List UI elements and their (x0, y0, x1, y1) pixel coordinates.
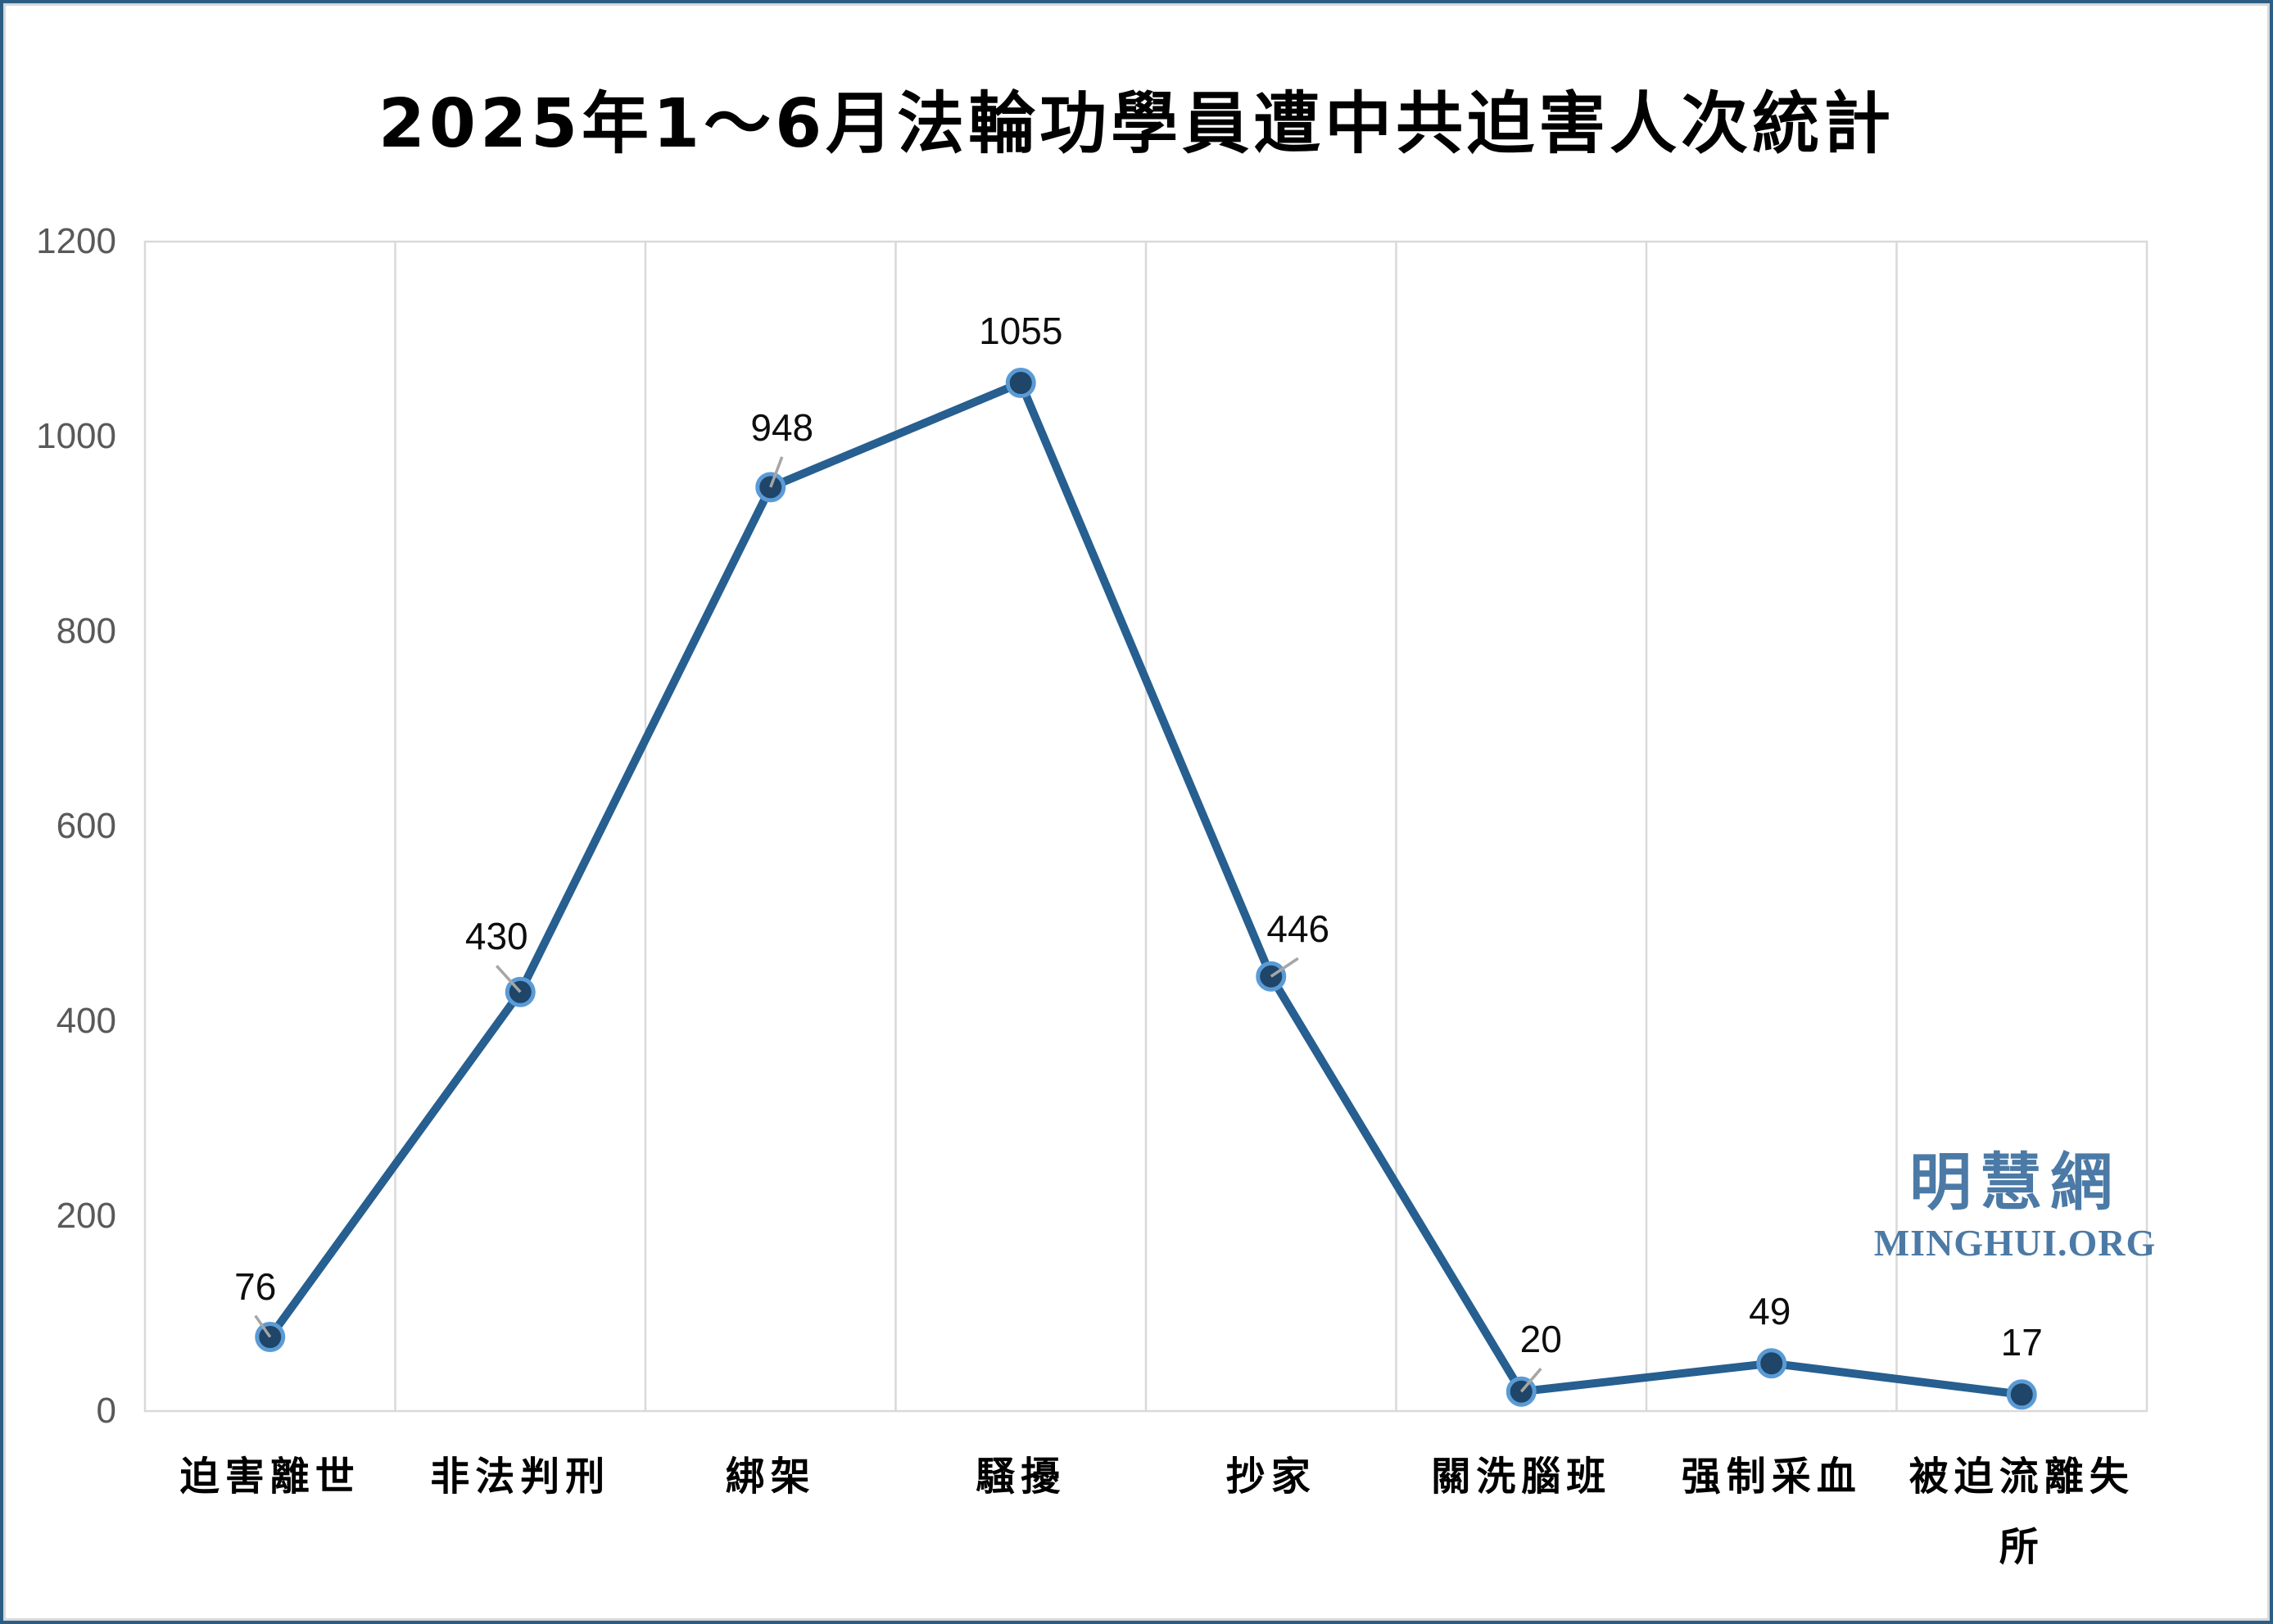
y-axis-tick-label: 1000 (36, 416, 116, 456)
data-point-value-label: 1055 (979, 309, 1063, 352)
y-axis-tick-label: 1200 (36, 221, 116, 261)
data-label-leader-line (1519, 1368, 1542, 1393)
x-axis-category-label: 被迫流離失所 (1909, 1454, 2135, 1570)
data-point-value-label: 948 (750, 405, 814, 449)
y-axis-tick-label: 200 (56, 1196, 116, 1236)
x-axis-category-label: 騷擾 (976, 1454, 1066, 1500)
x-axis-category-label: 關洗腦班 (1431, 1454, 1612, 1500)
data-point-value-label: 76 (234, 1264, 277, 1308)
data-point-value-label: 49 (1749, 1289, 1791, 1332)
y-axis-tick-label: 800 (56, 611, 116, 651)
data-point-value-label: 430 (464, 915, 528, 958)
data-point-marker (2006, 1379, 2037, 1410)
data-label-leader-line (495, 965, 522, 993)
data-point-marker (1005, 368, 1036, 399)
y-axis-tick-label: 0 (96, 1391, 116, 1431)
watermark-site-name: MINGHUI.ORG (1873, 1221, 2157, 1264)
watermark-cjk-logo: 明慧網 (1909, 1146, 2121, 1219)
y-axis-tick-label: 400 (56, 1001, 116, 1041)
data-point-value-label: 20 (1519, 1318, 1562, 1361)
data-point-value-label: 446 (1266, 907, 1330, 951)
watermark: 明慧網 MINGHUI.ORG (1872, 1148, 2158, 1265)
data-label-leader-line (254, 1314, 272, 1338)
chart-title: 2025年1～6月法輪功學員遭中共迫害人次統計 (378, 85, 1895, 163)
series-line (265, 378, 2026, 1399)
x-axis-category-label: 迫害離世 (179, 1454, 360, 1500)
x-axis-category-label: 强制采血 (1681, 1454, 1862, 1500)
x-axis-category-label: 非法判刑 (430, 1454, 611, 1500)
x-axis-category-label: 綁架 (725, 1454, 816, 1500)
y-axis-tick-label: 600 (56, 806, 116, 846)
data-point-marker (1756, 1348, 1787, 1379)
x-axis-category-label: 抄家 (1225, 1454, 1316, 1500)
data-point-value-label: 17 (2000, 1320, 2043, 1364)
data-label-leader-line (1270, 957, 1299, 978)
data-label-leader-line (769, 456, 784, 488)
